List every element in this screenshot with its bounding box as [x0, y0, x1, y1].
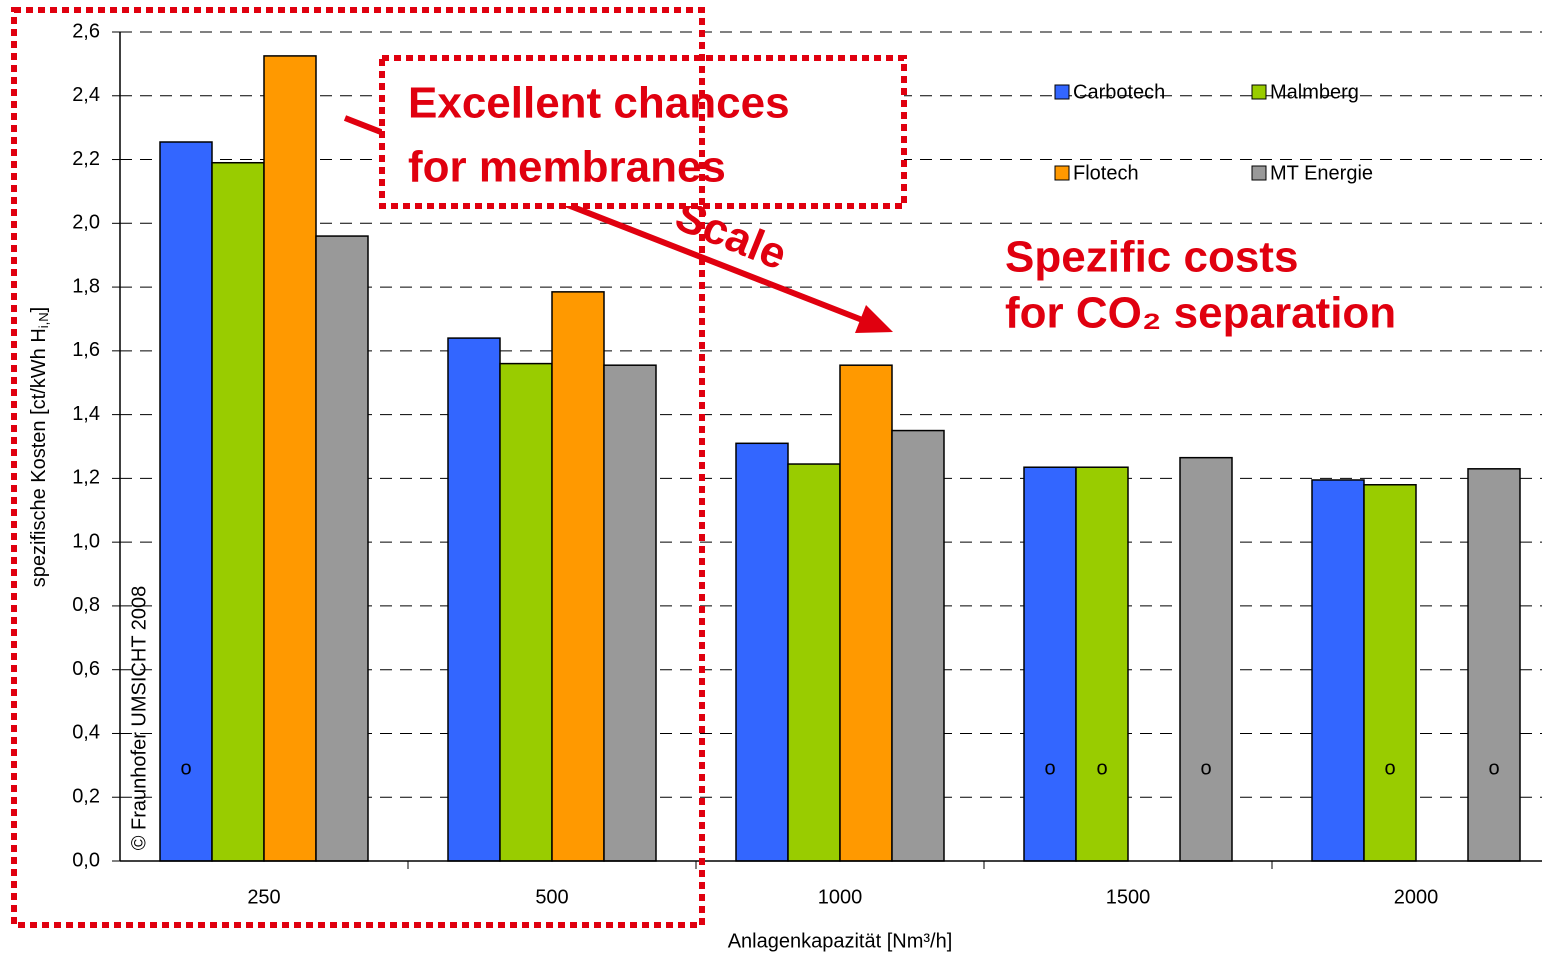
- bar: [1311, 479, 1365, 862]
- costs-text: Spezific costs: [1005, 233, 1298, 282]
- bar: [1023, 466, 1077, 862]
- legend-label: MT Energie: [1270, 162, 1373, 184]
- bar-marker: o: [1096, 757, 1107, 779]
- bar: [603, 364, 657, 862]
- y-tick-label: 0,6: [72, 658, 100, 680]
- bar-marker: o: [1384, 757, 1395, 779]
- bar: [551, 291, 605, 862]
- bar-marker: o: [1488, 757, 1499, 779]
- y-tick-label: 1,4: [72, 403, 100, 425]
- x-tick-label: 500: [535, 886, 568, 908]
- y-tick-label: 1,8: [72, 275, 100, 297]
- x-tick-label: 2000: [1394, 886, 1439, 908]
- y-tick-label: 0,4: [72, 722, 100, 744]
- legend-swatch: [1054, 84, 1070, 100]
- legend: Carbotech Malmberg Flotech MT Energie: [1054, 81, 1373, 184]
- bar: [787, 463, 841, 862]
- bar: [447, 337, 501, 862]
- y-axis-title: spezifische Kosten [ct/kWh Hi,N]: [28, 307, 51, 587]
- y-tick-label: 0,8: [72, 594, 100, 616]
- bar-marker: o: [180, 757, 191, 779]
- box-text: for membranes: [408, 143, 726, 192]
- bar: [839, 364, 893, 862]
- costs-text: for CO₂ separation: [1005, 289, 1396, 338]
- legend-label: Carbotech: [1073, 81, 1165, 103]
- y-tick-label: 1,2: [72, 467, 100, 489]
- legend-swatch: [1054, 165, 1070, 181]
- y-tick-label: 2,2: [72, 148, 100, 170]
- x-tick-label: 1500: [1106, 886, 1151, 908]
- annotation-box: [379, 55, 907, 209]
- y-tick-label: 0,0: [72, 849, 100, 871]
- y-title-main: spezifische Kosten [ct/kWh H: [28, 328, 50, 587]
- x-tick-label: 250: [247, 886, 280, 908]
- arrow-head: [855, 305, 893, 333]
- legend-label: Malmberg: [1270, 81, 1359, 103]
- bar-marker: o: [1200, 757, 1211, 779]
- highlight-frame: [11, 7, 705, 928]
- bar: [1467, 468, 1521, 862]
- box-text: Excellent chances: [408, 79, 790, 128]
- bar: [263, 55, 317, 862]
- bar: [1179, 456, 1233, 862]
- y-title-sub: i,N: [36, 312, 51, 328]
- legend-label: Flotech: [1073, 162, 1139, 184]
- y-tick-label: 1,0: [72, 530, 100, 552]
- bar: [315, 235, 369, 862]
- legend-swatch: [1251, 165, 1267, 181]
- x-tick-label: 1000: [818, 886, 863, 908]
- y-tick-label: 1,6: [72, 339, 100, 361]
- y-tick-label: 2,6: [72, 20, 100, 42]
- bar: [159, 141, 213, 862]
- bar: [735, 442, 789, 862]
- bar: [499, 362, 553, 862]
- legend-swatch: [1251, 84, 1267, 100]
- x-axis-title: Anlagenkapazität [Nm³/h]: [728, 930, 953, 952]
- y-title-end: ]: [28, 307, 50, 313]
- bar: [211, 161, 265, 862]
- bar: [1075, 466, 1129, 862]
- bar: [1363, 484, 1417, 862]
- copyright: © Fraunhofer UMSICHT 2008: [128, 586, 150, 850]
- y-tick-label: 2,4: [72, 84, 100, 106]
- y-tick-label: 0,2: [72, 786, 100, 808]
- bar-marker: o: [1044, 757, 1055, 779]
- y-tick-label: 2,0: [72, 212, 100, 234]
- bar: [891, 429, 945, 862]
